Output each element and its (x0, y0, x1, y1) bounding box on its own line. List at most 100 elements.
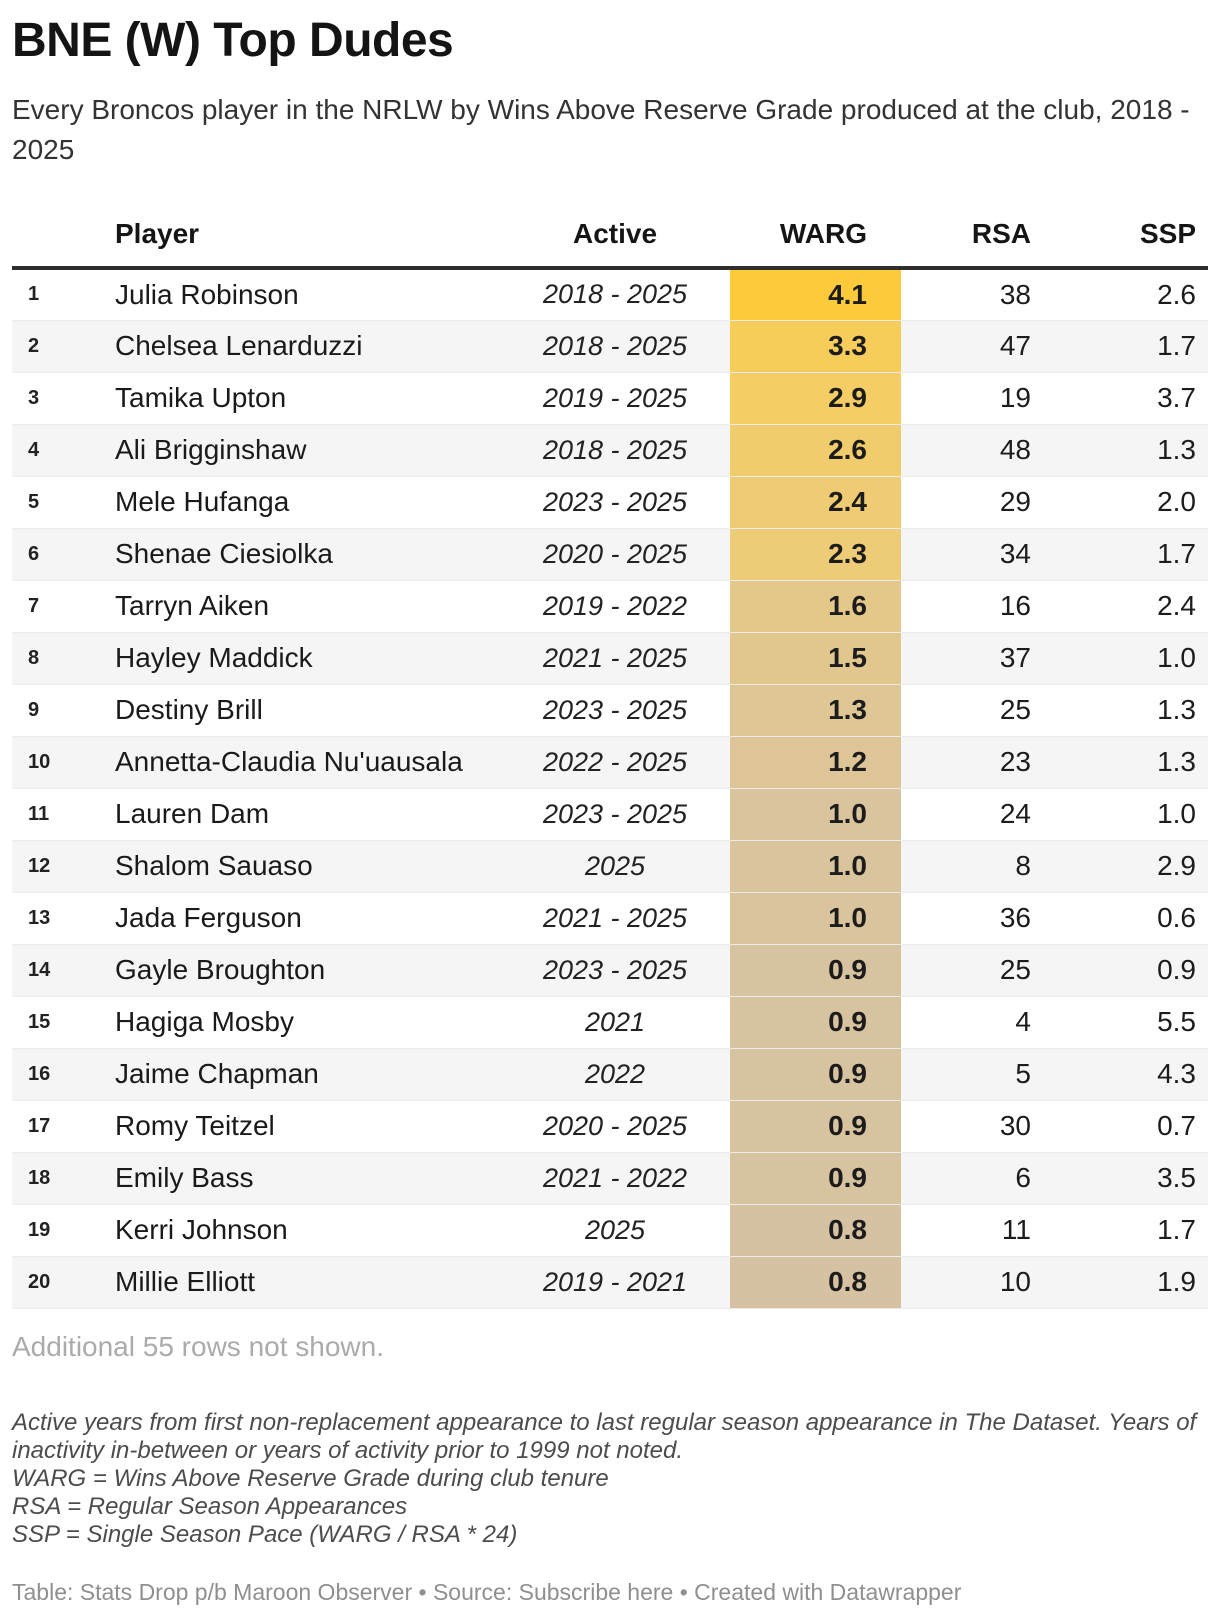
rsa-cell: 47 (901, 320, 1031, 373)
player-cell: Annetta-Claudia Nu'uausala (100, 736, 500, 789)
ssp-cell: 3.5 (1031, 1152, 1208, 1205)
warg-cell: 0.8 (730, 1204, 901, 1257)
active-cell: 2019 - 2025 (500, 372, 730, 425)
rank-cell: 13 (12, 892, 100, 945)
warg-cell: 3.3 (730, 320, 901, 373)
table-row: 9 Destiny Brill 2023 - 2025 1.3 25 1.3 (12, 684, 1208, 737)
player-cell: Hayley Maddick (100, 632, 500, 685)
player-cell: Romy Teitzel (100, 1100, 500, 1153)
active-cell: 2020 - 2025 (500, 1100, 730, 1153)
rank-cell: 14 (12, 944, 100, 997)
player-cell: Millie Elliott (100, 1256, 500, 1309)
player-cell: Hagiga Mosby (100, 996, 500, 1049)
table-row: 5 Mele Hufanga 2023 - 2025 2.4 29 2.0 (12, 476, 1208, 529)
table-row: 6 Shenae Ciesiolka 2020 - 2025 2.3 34 1.7 (12, 528, 1208, 581)
ssp-cell: 0.7 (1031, 1100, 1208, 1153)
active-cell: 2022 (500, 1048, 730, 1101)
table-row: 15 Hagiga Mosby 2021 0.9 4 5.5 (12, 996, 1208, 1049)
rsa-cell: 38 (901, 268, 1031, 321)
player-cell: Lauren Dam (100, 788, 500, 841)
warg-cell: 4.1 (730, 268, 901, 321)
active-cell: 2018 - 2025 (500, 424, 730, 477)
rsa-cell: 30 (901, 1100, 1031, 1153)
player-cell: Jaime Chapman (100, 1048, 500, 1101)
player-cell: Chelsea Lenarduzzi (100, 320, 500, 373)
rank-cell: 11 (12, 788, 100, 841)
active-cell: 2023 - 2025 (500, 944, 730, 997)
rank-cell: 8 (12, 632, 100, 685)
warg-cell: 1.0 (730, 788, 901, 841)
rsa-cell: 34 (901, 528, 1031, 581)
ssp-cell: 2.6 (1031, 268, 1208, 321)
ssp-cell: 1.9 (1031, 1256, 1208, 1309)
rank-cell: 6 (12, 528, 100, 581)
ssp-cell: 2.9 (1031, 840, 1208, 893)
active-cell: 2025 (500, 840, 730, 893)
player-cell: Tamika Upton (100, 372, 500, 425)
rsa-cell: 5 (901, 1048, 1031, 1101)
rank-cell: 17 (12, 1100, 100, 1153)
active-cell: 2021 (500, 996, 730, 1049)
stats-table: Player Active WARG RSA SSP 1 Julia Robins… (12, 192, 1208, 1309)
rank-cell: 1 (12, 268, 100, 321)
footnote-warg: WARG = Wins Above Reserve Grade during c… (12, 1464, 609, 1492)
rank-cell: 19 (12, 1204, 100, 1257)
header-active: Active (500, 192, 730, 270)
additional-rows-note: Additional 55 rows not shown. (12, 1330, 384, 1362)
header-ssp: SSP (1031, 192, 1208, 270)
ssp-cell: 4.3 (1031, 1048, 1208, 1101)
footer-attribution: Table: Stats Drop p/b Maroon Observer • … (12, 1578, 519, 1605)
header-rank (12, 192, 100, 270)
ssp-cell: 1.7 (1031, 1204, 1208, 1257)
rsa-cell: 19 (901, 372, 1031, 425)
header-rsa: RSA (901, 192, 1031, 270)
rsa-cell: 37 (901, 632, 1031, 685)
ssp-cell: 1.3 (1031, 424, 1208, 477)
footnote-rsa: RSA = Regular Season Appearances (12, 1492, 408, 1520)
active-cell: 2020 - 2025 (500, 528, 730, 581)
active-cell: 2022 - 2025 (500, 736, 730, 789)
table-row: 1 Julia Robinson 2018 - 2025 4.1 38 2.6 (12, 268, 1208, 321)
ssp-cell: 1.7 (1031, 320, 1208, 373)
player-cell: Kerri Johnson (100, 1204, 500, 1257)
active-cell: 2018 - 2025 (500, 320, 730, 373)
table-row: 2 Chelsea Lenarduzzi 2018 - 2025 3.3 47 1.7 (12, 320, 1208, 373)
ssp-cell: 0.6 (1031, 892, 1208, 945)
rsa-cell: 16 (901, 580, 1031, 633)
warg-cell: 1.3 (730, 684, 901, 737)
chart-subtitle: Every Broncos player in the NRLW by Wins… (12, 94, 1190, 165)
rank-cell: 9 (12, 684, 100, 737)
ssp-cell: 1.0 (1031, 788, 1208, 841)
warg-cell: 2.9 (730, 372, 901, 425)
rsa-cell: 25 (901, 684, 1031, 737)
footnotes: Active years from first non-replacement … (12, 1409, 1202, 1549)
table-row: 8 Hayley Maddick 2021 - 2025 1.5 37 1.0 (12, 632, 1208, 685)
warg-cell: 2.6 (730, 424, 901, 477)
footnote-active: Active years from first non-replacement … (12, 1408, 1197, 1464)
header-row: Player Active WARG RSA SSP (12, 192, 1208, 270)
ssp-cell: 2.0 (1031, 476, 1208, 529)
rank-cell: 20 (12, 1256, 100, 1309)
rsa-cell: 4 (901, 996, 1031, 1049)
source-link[interactable]: Subscribe here (518, 1578, 674, 1605)
rsa-cell: 25 (901, 944, 1031, 997)
warg-cell: 1.0 (730, 892, 901, 945)
header-player: Player (100, 192, 500, 270)
active-cell: 2019 - 2022 (500, 580, 730, 633)
header-warg: WARG (730, 192, 901, 270)
table-row: 3 Tamika Upton 2019 - 2025 2.9 19 3.7 (12, 372, 1208, 425)
table-row: 13 Jada Ferguson 2021 - 2025 1.0 36 0.6 (12, 892, 1208, 945)
ssp-cell: 3.7 (1031, 372, 1208, 425)
rsa-cell: 11 (901, 1204, 1031, 1257)
ssp-cell: 1.7 (1031, 528, 1208, 581)
warg-cell: 0.9 (730, 1152, 901, 1205)
player-cell: Tarryn Aiken (100, 580, 500, 633)
table-row: 20 Millie Elliott 2019 - 2021 0.8 10 1.9 (12, 1256, 1208, 1309)
datawrapper-link[interactable]: Datawrapper (829, 1578, 962, 1605)
warg-cell: 2.3 (730, 528, 901, 581)
warg-cell: 0.9 (730, 1048, 901, 1101)
rsa-cell: 36 (901, 892, 1031, 945)
player-cell: Gayle Broughton (100, 944, 500, 997)
table-body: 1 Julia Robinson 2018 - 2025 4.1 38 2.6 2 Chels… (12, 268, 1208, 1309)
